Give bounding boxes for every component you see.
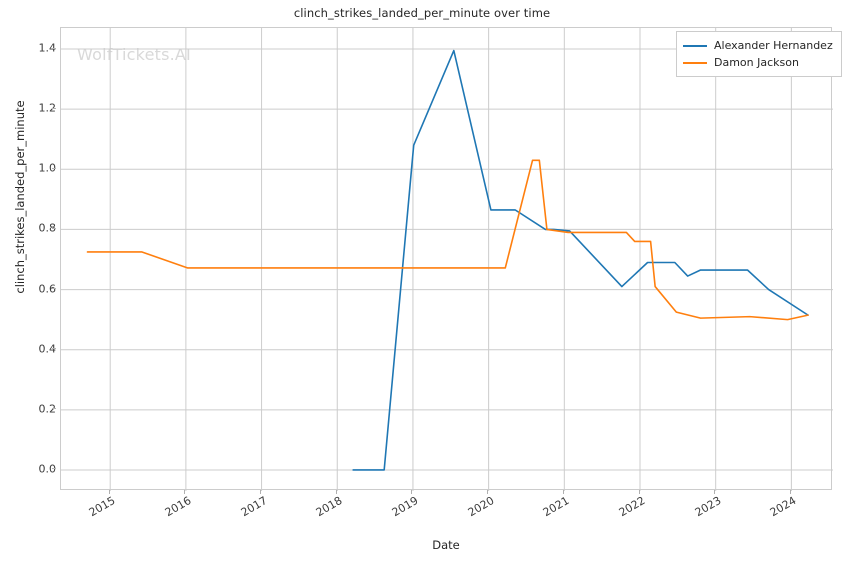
x-axis-tick-labels: 2015 2016 2017 2018 2019 2020 2021 2022 2023 2024	[60, 490, 832, 540]
y-tick-mark	[52, 408, 56, 410]
y-tick-label: 1.2	[38, 101, 57, 115]
x-tick-mark	[714, 490, 716, 494]
legend-item-1[interactable]: Alexander Hernandez	[683, 37, 833, 54]
x-tick-mark	[335, 490, 337, 494]
x-tick-label: 2021	[541, 494, 572, 520]
x-tick-mark	[108, 490, 110, 494]
watermark: WolfTickets.AI	[77, 45, 191, 64]
x-tick-label: 2016	[162, 494, 194, 520]
x-tick-label: 2018	[314, 494, 345, 520]
x-tick-mark	[260, 490, 262, 494]
y-tick-label: 0.0	[38, 462, 57, 476]
x-tick-label: 2015	[86, 494, 118, 520]
y-tick-label: 1.0	[38, 161, 57, 175]
chart-title: clinch_strikes_landed_per_minute over ti…	[293, 6, 551, 20]
x-tick-label: 2019	[389, 494, 421, 520]
y-tick-mark	[52, 348, 56, 350]
y-tick-mark	[52, 167, 56, 169]
x-tick-label: 2024	[768, 494, 799, 520]
x-tick-mark	[487, 490, 489, 494]
plot-area: WolfTickets.AI	[60, 27, 833, 491]
y-tick-label: 0.2	[38, 402, 57, 416]
gridlines	[61, 28, 833, 491]
series-lines	[86, 49, 809, 471]
legend-label: Damon Jackson	[714, 56, 799, 69]
y-tick-mark	[52, 107, 56, 109]
x-tick-mark	[789, 490, 791, 494]
y-axis-tick-labels: 0.0 0.2 0.4 0.6 0.8 1.0 1.2 1.4	[0, 27, 56, 490]
y-tick-mark	[52, 468, 56, 470]
legend-item-2[interactable]: Damon Jackson	[683, 54, 833, 71]
legend-color-swatch	[683, 44, 707, 47]
x-axis-label: Date	[432, 538, 460, 552]
x-tick-label: 2022	[616, 494, 648, 520]
y-axis-label: clinch_strikes_landed_per_minute	[13, 100, 27, 294]
y-tick-mark	[52, 227, 56, 229]
x-tick-mark	[562, 490, 564, 494]
chart-legend: Alexander Hernandez Damon Jackson	[676, 31, 842, 77]
y-tick-mark	[52, 47, 56, 49]
y-tick-label: 0.4	[38, 342, 57, 356]
y-tick-label: 1.4	[38, 41, 57, 55]
x-tick-mark	[638, 490, 640, 494]
y-tick-label: 0.6	[38, 282, 57, 296]
x-tick-label: 2017	[238, 494, 270, 520]
x-tick-mark	[411, 490, 413, 494]
x-tick-label: 2020	[465, 494, 497, 520]
y-tick-mark	[52, 288, 56, 290]
x-tick-mark	[184, 490, 186, 494]
series-line-1	[352, 49, 809, 471]
series-line-2	[86, 159, 809, 321]
chart-plot-svg	[61, 28, 833, 491]
x-tick-label: 2023	[692, 494, 724, 520]
legend-label: Alexander Hernandez	[714, 39, 833, 52]
legend-color-swatch	[683, 61, 707, 64]
y-tick-label: 0.8	[38, 221, 57, 235]
